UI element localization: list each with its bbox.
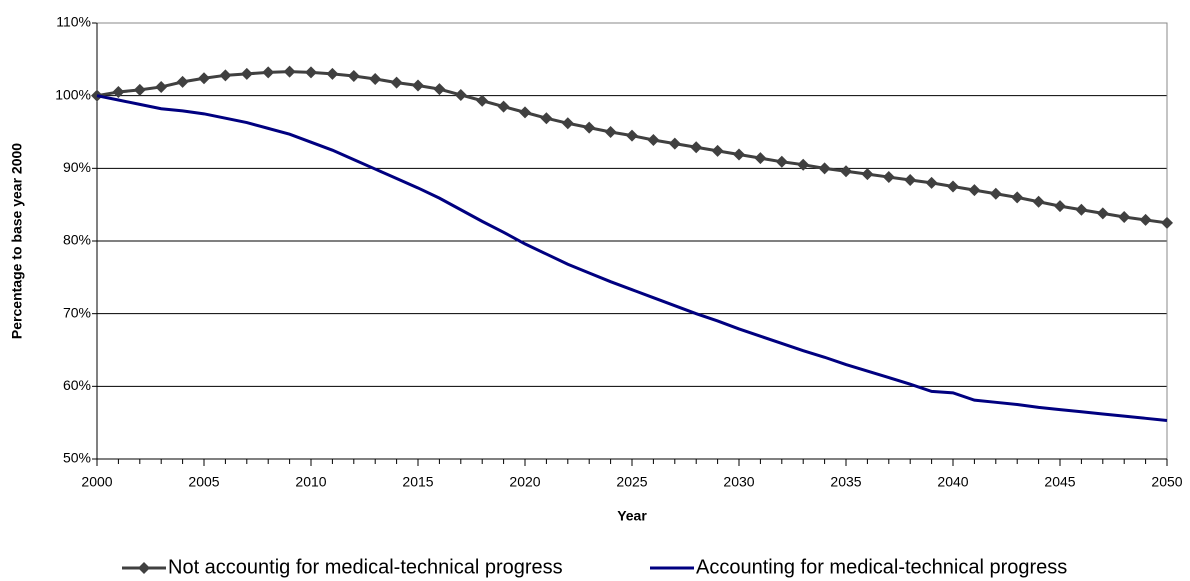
point-marker — [133, 83, 146, 96]
legend-label: Not accountig for medical-technical prog… — [168, 556, 563, 578]
point-marker — [604, 126, 617, 138]
point-marker — [176, 75, 189, 88]
x-axis-title: Year — [617, 508, 647, 524]
point-marker — [390, 76, 403, 89]
x-tick-label: 2025 — [616, 474, 647, 490]
point-marker — [519, 106, 531, 119]
point-marker — [155, 80, 168, 93]
point-marker — [540, 112, 553, 125]
point-marker — [305, 66, 317, 79]
series-line — [96, 70, 1168, 225]
y-axis-title: Percentage to base year 2000 — [9, 143, 25, 339]
point-marker — [989, 187, 1002, 200]
point-marker — [262, 66, 275, 79]
series-line — [96, 94, 1168, 422]
point-marker — [1054, 200, 1066, 213]
point-marker — [690, 141, 703, 154]
x-tick-label: 2050 — [1151, 474, 1182, 490]
point-marker — [1075, 203, 1088, 216]
x-tick-label: 2020 — [509, 474, 540, 490]
point-marker — [1161, 216, 1173, 229]
point-marker — [583, 121, 596, 134]
x-tick-label: 2045 — [1044, 474, 1075, 490]
y-tick-label: 60% — [63, 377, 91, 393]
y-tick-label: 50% — [63, 450, 91, 466]
legend-label: Accounting for medical-technical progres… — [696, 556, 1067, 578]
point-marker — [925, 176, 938, 189]
point-marker — [240, 67, 253, 80]
point-marker — [326, 67, 339, 80]
point-marker — [947, 180, 959, 193]
point-marker — [1011, 191, 1024, 204]
point-marker — [882, 171, 895, 184]
point-marker — [369, 72, 382, 85]
point-marker — [1139, 213, 1152, 226]
point-marker — [733, 148, 745, 161]
point-marker — [797, 158, 810, 171]
point-marker — [433, 83, 446, 96]
point-marker — [1096, 207, 1109, 220]
point-marker — [283, 65, 296, 78]
point-marker — [711, 144, 724, 157]
point-marker — [818, 162, 831, 175]
x-tick-label: 2005 — [188, 474, 219, 490]
y-tick-label: 100% — [55, 86, 91, 102]
point-marker — [412, 79, 424, 92]
point-marker — [861, 168, 874, 181]
point-marker — [476, 94, 489, 107]
point-marker — [198, 72, 210, 85]
point-marker — [754, 152, 767, 165]
point-marker — [775, 155, 788, 168]
x-tick-label: 2030 — [723, 474, 754, 490]
point-marker — [112, 86, 125, 99]
point-marker — [668, 137, 681, 150]
point-marker — [219, 69, 232, 82]
point-marker — [347, 70, 360, 83]
point-marker — [968, 184, 981, 197]
y-tick-label: 110% — [56, 14, 91, 30]
legend-marker — [138, 562, 150, 574]
point-marker — [1032, 195, 1045, 208]
y-tick-label: 70% — [63, 304, 91, 320]
x-tick-label: 2015 — [402, 474, 433, 490]
y-tick-label: 80% — [63, 232, 91, 248]
x-tick-label: 2040 — [937, 474, 968, 490]
x-tick-label: 2035 — [830, 474, 861, 490]
point-marker — [647, 133, 660, 146]
point-marker — [497, 100, 510, 113]
y-tick-label: 90% — [63, 159, 91, 175]
point-marker — [904, 173, 917, 186]
point-marker — [626, 129, 638, 142]
point-marker — [1118, 211, 1131, 224]
x-tick-label: 2000 — [81, 474, 112, 490]
x-tick-label: 2010 — [295, 474, 326, 490]
point-marker — [840, 165, 852, 178]
point-marker — [454, 88, 467, 101]
point-marker — [561, 117, 574, 130]
